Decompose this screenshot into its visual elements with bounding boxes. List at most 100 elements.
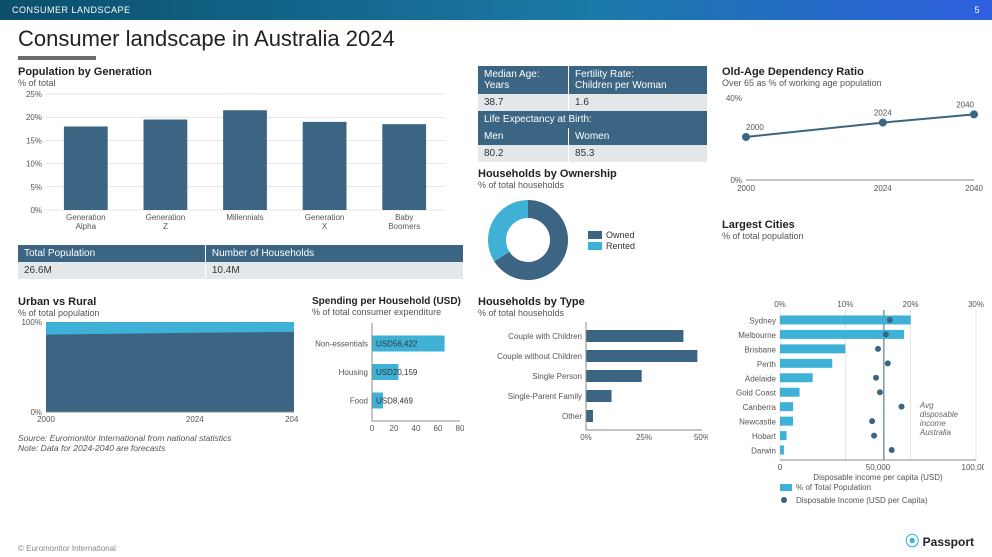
demo-and-ownership: Median Age:Years Fertility Rate:Children… [478,66,708,290]
svg-text:X: X [322,222,328,231]
demo-v-0: 38.7 [478,94,569,111]
svg-text:40%: 40% [726,94,742,103]
legend-rented: Rented [588,241,635,251]
svg-text:50%: 50% [694,433,708,442]
svg-text:Adelaide: Adelaide [745,374,777,383]
svg-text:80: 80 [456,424,464,433]
brand-text: Passport [923,535,974,549]
hh-type-chart: Households by Type % of total households… [478,296,708,509]
demo-h-2: Men [478,128,569,145]
spending-sub: % of total consumer expenditure [312,307,464,317]
pop-by-gen-chart: Population by Generation % of total 0%5%… [18,66,464,290]
top-bar: CONSUMER LANDSCAPE 5 [0,0,992,20]
svg-text:Z: Z [163,222,168,231]
pop-by-gen-title: Population by Generation [18,66,464,78]
old-age-svg: 0%40%200020242040200020242040 [722,88,984,198]
svg-text:Darwin: Darwin [751,447,776,456]
svg-text:20%: 20% [903,300,919,309]
pop-by-gen-sub: % of total [18,78,464,88]
svg-text:0%: 0% [580,433,592,442]
copyright: © Euromonitor International [18,544,116,553]
svg-text:0: 0 [778,463,783,472]
svg-text:Brisbane: Brisbane [744,345,776,354]
cities-title: Largest Cities [722,219,984,231]
svg-text:2024: 2024 [874,184,892,193]
spending-chart: Spending per Household (USD) % of total … [312,296,464,509]
svg-text:30%: 30% [968,300,984,309]
svg-text:2000: 2000 [737,184,755,193]
spending-svg: Non-essentials USD56,422 Housing USD20,159 F… [312,317,464,437]
svg-text:50,000: 50,000 [866,463,891,472]
svg-text:USD8,469: USD8,469 [376,397,413,406]
demo-v-1: 1.6 [569,94,708,111]
page-title: Consumer landscape in Australia 2024 [18,26,974,52]
svg-text:Melbourne: Melbourne [738,331,776,340]
hhtype-title: Households by Type [478,296,708,308]
svg-text:Alpha: Alpha [76,222,97,231]
svg-text:100,000: 100,000 [962,463,984,472]
ownership-donut [478,190,588,290]
old-age-sub: Over 65 as % of working age population [722,78,984,88]
cities-svg: 0%10%20%30%SydneyMelbourneBrisbanePerthA… [722,296,984,506]
svg-text:2000: 2000 [746,123,764,132]
demo-span-label: Life Expectancy at Birth: [478,111,708,128]
source-text: Source: Euromonitor International from n… [18,433,298,443]
svg-text:Avg: Avg [919,401,934,410]
svg-text:2040: 2040 [965,184,983,193]
passport-icon: ⦿ [905,533,919,549]
urban-svg: 0%100%200020242040 [18,318,298,428]
svg-text:2024: 2024 [186,415,204,424]
svg-text:Food: Food [350,397,368,406]
svg-text:2040: 2040 [285,415,298,424]
cities-sub: % of total population [722,231,984,241]
svg-text:Newcastle: Newcastle [739,418,776,427]
svg-text:Non-essentials: Non-essentials [315,340,368,349]
demo-h-3: Women [569,128,708,145]
svg-text:20%: 20% [26,113,42,122]
urban-title: Urban vs Rural [18,296,298,308]
note-text: Note: Data for 2024-2040 are forecasts [18,443,298,453]
svg-text:Housing: Housing [339,368,368,377]
ownership-legend: Owned Rented [588,229,635,252]
passport-logo: ⦿ Passport [905,531,974,551]
svg-text:Generation: Generation [146,213,186,222]
svg-text:Generation: Generation [66,213,106,222]
header-label: CONSUMER LANDSCAPE [12,5,131,15]
svg-text:0: 0 [370,424,375,433]
ownership-sub: % of total households [478,180,708,190]
svg-text:Disposable Income (USD per Cap: Disposable Income (USD per Capita) [796,496,928,505]
svg-text:Single-Parent Family: Single-Parent Family [508,392,582,401]
svg-text:USD20,159: USD20,159 [376,368,418,377]
totals-table: Total Population Number of Households 26… [18,245,464,279]
svg-text:5%: 5% [30,183,42,192]
totals-value-0: 26.6M [18,262,205,279]
svg-text:25%: 25% [636,433,652,442]
svg-text:10%: 10% [837,300,853,309]
demo-v-3: 85.3 [569,145,708,162]
hhtype-svg: Couple with ChildrenCouple without Child… [478,318,708,448]
svg-text:Boomers: Boomers [388,222,420,231]
svg-text:2024: 2024 [874,109,892,118]
svg-text:Other: Other [562,412,582,421]
svg-text:Sydney: Sydney [749,316,776,325]
svg-text:Australia: Australia [919,428,952,437]
svg-text:2000: 2000 [37,415,55,424]
svg-text:100%: 100% [22,318,42,327]
svg-text:10%: 10% [26,160,42,169]
cities-chart: 0%10%20%30%SydneyMelbourneBrisbanePerthA… [722,296,984,509]
demo-h-0: Median Age:Years [478,66,569,94]
old-age-chart: Old-Age Dependency Ratio Over 65 as % of… [722,66,984,290]
svg-text:USD56,422: USD56,422 [376,340,418,349]
hhtype-sub: % of total households [478,308,708,318]
totals-header-1: Number of Households [205,245,463,262]
svg-text:2040: 2040 [956,100,974,109]
svg-text:Hobart: Hobart [752,432,777,441]
svg-text:income: income [920,419,946,428]
svg-text:Baby: Baby [395,213,413,222]
urban-rural-chart: Urban vs Rural % of total population 0%1… [18,296,298,509]
old-age-title: Old-Age Dependency Ratio [722,66,984,78]
title-underline [18,56,96,60]
legend-owned: Owned [588,230,635,240]
svg-text:Generation: Generation [305,213,345,222]
svg-text:20: 20 [390,424,399,433]
